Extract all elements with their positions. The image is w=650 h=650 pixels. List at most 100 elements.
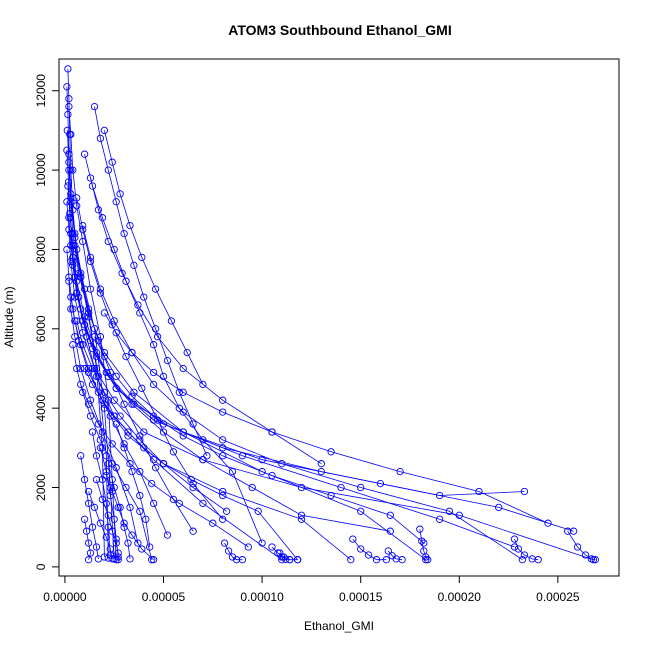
data-point — [134, 301, 142, 309]
data-point — [77, 341, 85, 349]
data-point — [64, 178, 73, 186]
data-point — [420, 539, 428, 547]
data-point — [108, 460, 116, 468]
data-point — [175, 499, 183, 508]
data-point — [94, 555, 103, 563]
data-point — [90, 102, 99, 111]
data-point — [248, 483, 256, 492]
data-point — [65, 158, 73, 166]
data-point — [149, 380, 158, 389]
data-point — [102, 467, 110, 476]
data-point — [364, 551, 373, 559]
series — [69, 261, 394, 535]
data-point — [92, 352, 101, 361]
data-point — [71, 333, 79, 341]
data-point — [102, 499, 110, 508]
series-line — [66, 150, 283, 561]
data-point — [258, 467, 266, 476]
data-point — [286, 556, 294, 564]
data-point — [258, 539, 266, 547]
data-point — [382, 556, 390, 564]
data-point — [219, 444, 227, 452]
data-point — [77, 364, 85, 373]
data-point — [110, 245, 118, 254]
series — [77, 380, 252, 551]
data-point — [514, 545, 523, 553]
data-point — [169, 448, 178, 456]
data-point — [80, 321, 89, 329]
data-point — [98, 428, 107, 436]
data-point — [102, 533, 110, 541]
data-point — [151, 285, 160, 293]
data-point — [149, 556, 158, 564]
data-point — [84, 400, 93, 408]
data-point — [71, 317, 79, 325]
data-point — [92, 452, 101, 460]
data-point — [520, 487, 529, 496]
data-point — [120, 444, 128, 452]
data-point — [69, 341, 77, 349]
data-point — [268, 471, 276, 480]
data-point — [189, 527, 197, 535]
data-point — [90, 503, 99, 512]
series — [112, 420, 154, 551]
data-point — [114, 503, 122, 512]
data-point — [100, 309, 109, 317]
data-point — [591, 556, 599, 564]
data-point — [349, 535, 357, 543]
data-point — [82, 333, 91, 341]
data-point — [98, 214, 107, 222]
data-point — [238, 556, 247, 564]
data-point — [112, 372, 120, 381]
data-point — [104, 166, 112, 174]
data-point — [136, 491, 144, 500]
data-point — [64, 110, 72, 119]
series-line — [70, 233, 525, 496]
series — [65, 214, 578, 535]
data-point — [219, 408, 227, 416]
series-line — [84, 519, 91, 560]
x-axis: 0.00000 0.00005 0.00010 0.00015 0.00020 0.000… — [43, 575, 580, 604]
data-point — [94, 206, 103, 214]
data-point — [587, 555, 596, 563]
data-point — [159, 460, 168, 468]
data-point — [104, 372, 112, 381]
data-point — [569, 527, 578, 535]
data-point — [96, 436, 105, 444]
data-point — [222, 507, 231, 515]
data-point — [163, 356, 172, 365]
series — [384, 547, 406, 564]
data-point — [80, 364, 89, 373]
data-point — [278, 553, 286, 561]
data-point — [136, 507, 144, 515]
data-point — [140, 428, 148, 436]
data-point — [88, 344, 97, 353]
data-point — [73, 194, 81, 202]
data-point — [108, 475, 116, 484]
data-point — [183, 348, 191, 357]
data-point — [84, 499, 93, 508]
data-point — [130, 388, 138, 396]
data-point — [108, 487, 116, 496]
data-point — [66, 210, 74, 218]
series-line — [567, 530, 596, 561]
series — [65, 102, 120, 564]
data-point — [112, 420, 120, 428]
data-point — [220, 539, 229, 547]
data-point — [169, 495, 178, 504]
series — [77, 452, 103, 563]
data-point — [63, 83, 71, 91]
data-point — [126, 221, 134, 230]
data-point — [126, 460, 134, 468]
series — [69, 341, 156, 564]
series-line — [74, 245, 194, 532]
series-line — [72, 344, 153, 560]
data-point — [564, 527, 572, 535]
data-point — [534, 556, 542, 564]
data-point — [297, 515, 306, 523]
series — [88, 428, 114, 559]
data-point — [128, 467, 136, 476]
data-point — [327, 491, 335, 500]
series-line — [67, 185, 515, 548]
series-line — [115, 423, 151, 548]
